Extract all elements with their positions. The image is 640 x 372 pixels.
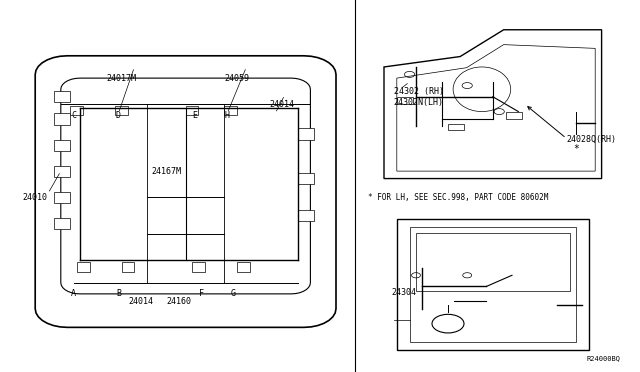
Text: 24302 (RH): 24302 (RH) bbox=[394, 87, 444, 96]
Text: F: F bbox=[199, 289, 204, 298]
Bar bbox=[115, 106, 128, 115]
Bar bbox=[298, 210, 314, 221]
Bar bbox=[54, 140, 70, 151]
Bar bbox=[192, 262, 205, 272]
Bar bbox=[54, 166, 70, 177]
Bar bbox=[448, 124, 464, 130]
Bar bbox=[122, 262, 134, 272]
Bar bbox=[506, 112, 522, 119]
Bar bbox=[54, 192, 70, 203]
Text: E: E bbox=[193, 111, 198, 120]
Text: 24017M: 24017M bbox=[107, 74, 136, 83]
Text: 24302N(LH): 24302N(LH) bbox=[394, 98, 444, 107]
Text: A: A bbox=[71, 289, 76, 298]
Bar bbox=[77, 262, 90, 272]
Bar bbox=[54, 113, 70, 125]
Text: B: B bbox=[116, 289, 121, 298]
Text: G: G bbox=[231, 289, 236, 298]
Text: * FOR LH, SEE SEC.998, PART CODE 80602M: * FOR LH, SEE SEC.998, PART CODE 80602M bbox=[368, 193, 548, 202]
Text: *: * bbox=[573, 144, 579, 154]
Bar bbox=[298, 173, 314, 184]
Bar bbox=[224, 106, 237, 115]
Bar bbox=[70, 106, 83, 115]
Text: 24010: 24010 bbox=[22, 193, 48, 202]
Bar bbox=[54, 218, 70, 229]
Bar bbox=[298, 128, 314, 140]
Text: C: C bbox=[71, 111, 76, 120]
Bar bbox=[397, 97, 413, 104]
Text: H: H bbox=[225, 111, 230, 120]
Text: 24014: 24014 bbox=[128, 297, 154, 306]
Text: 24167M: 24167M bbox=[152, 167, 181, 176]
Text: 24028Q(RH): 24028Q(RH) bbox=[566, 135, 616, 144]
Bar bbox=[54, 91, 70, 102]
Text: 24160: 24160 bbox=[166, 297, 192, 306]
Bar bbox=[237, 262, 250, 272]
Text: R24000BQ: R24000BQ bbox=[587, 355, 621, 361]
Text: 24304: 24304 bbox=[392, 288, 417, 296]
Text: D: D bbox=[116, 111, 121, 120]
Text: 24014: 24014 bbox=[269, 100, 294, 109]
Text: 24059: 24059 bbox=[224, 74, 250, 83]
Bar bbox=[416, 232, 570, 291]
Bar bbox=[186, 106, 198, 115]
